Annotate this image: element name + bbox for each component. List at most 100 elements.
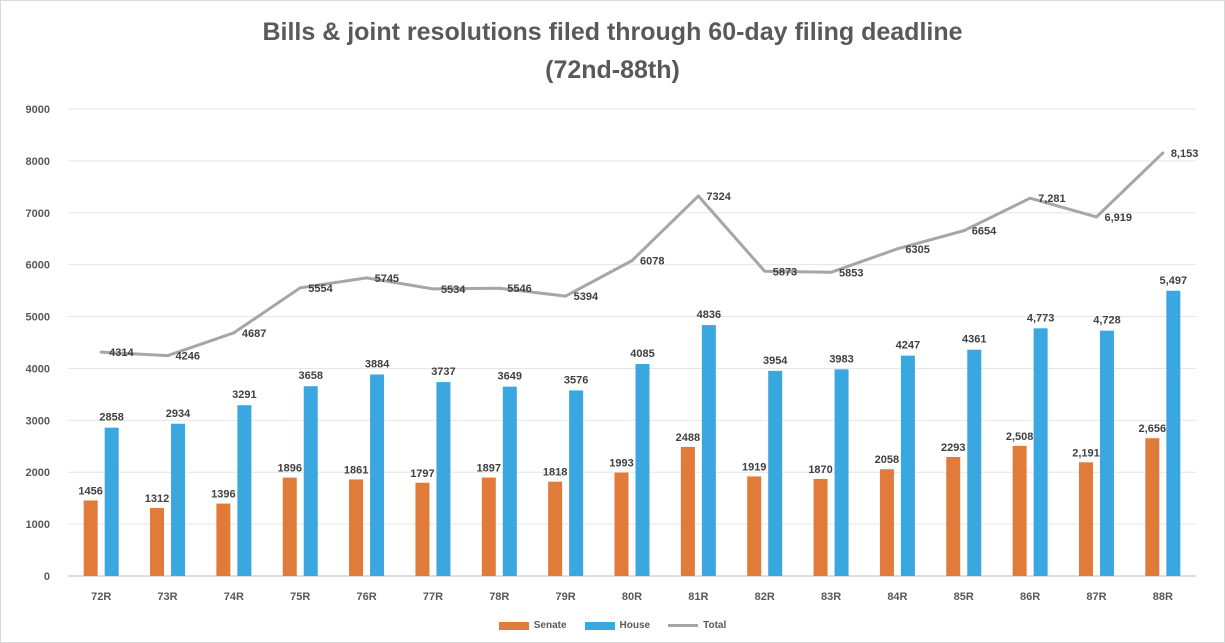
x-tick-label: 85R bbox=[954, 591, 974, 603]
senate-bar bbox=[1145, 438, 1160, 576]
total-point bbox=[365, 276, 369, 280]
x-tick-label: 88R bbox=[1153, 591, 1173, 603]
x-tick-label: 75R bbox=[290, 591, 310, 603]
y-tick-label: 6000 bbox=[26, 260, 50, 272]
chart-title: Bills & joint resolutions filed through … bbox=[262, 18, 963, 46]
house-data-label: 3983 bbox=[829, 353, 853, 365]
house-data-label: 4361 bbox=[962, 334, 986, 346]
total-point bbox=[630, 259, 634, 263]
senate-bar bbox=[813, 478, 828, 576]
total-point bbox=[564, 294, 568, 298]
house-bar bbox=[171, 423, 186, 576]
senate-data-label: 2,191 bbox=[1072, 447, 1100, 459]
senate-bar bbox=[1078, 462, 1093, 576]
house-data-label: 4836 bbox=[697, 309, 721, 321]
senate-data-label: 1919 bbox=[742, 461, 766, 473]
senate-data-label: 1896 bbox=[277, 463, 301, 475]
house-bar bbox=[370, 374, 385, 576]
senate-bar bbox=[946, 457, 961, 576]
total-point bbox=[431, 287, 435, 291]
total-data-label: 4246 bbox=[176, 351, 200, 363]
senate-bar bbox=[879, 469, 894, 576]
y-tick-label: 3000 bbox=[26, 415, 50, 427]
house-data-label: 3658 bbox=[298, 370, 322, 382]
legend-label-senate: Senate bbox=[533, 620, 567, 631]
total-series-line bbox=[101, 151, 1164, 358]
senate-bar bbox=[614, 472, 629, 576]
x-tick-label: 72R bbox=[91, 591, 111, 603]
x-tick-label: 80R bbox=[622, 591, 642, 603]
senate-data-label: 1396 bbox=[211, 489, 235, 501]
total-point bbox=[962, 229, 966, 233]
house-bar bbox=[303, 386, 318, 576]
x-tick-label: 83R bbox=[821, 591, 841, 603]
house-data-label: 2934 bbox=[166, 408, 191, 420]
senate-data-label: 1993 bbox=[609, 458, 633, 470]
y-tick-label: 8000 bbox=[26, 156, 50, 168]
legend-label-total: Total bbox=[703, 620, 727, 631]
house-data-label: 3576 bbox=[564, 374, 588, 386]
total-point bbox=[1094, 215, 1098, 219]
total-point bbox=[497, 286, 501, 290]
house-data-label: 3954 bbox=[763, 355, 788, 367]
senate-bar bbox=[415, 482, 430, 576]
senate-bar bbox=[349, 479, 364, 576]
house-bar bbox=[569, 390, 584, 576]
house-data-label: 3884 bbox=[365, 358, 390, 370]
senate-bar bbox=[83, 500, 98, 576]
total-point bbox=[232, 331, 236, 335]
legend-swatch-house bbox=[584, 621, 615, 630]
house-bar bbox=[1033, 328, 1048, 576]
total-data-label: 5534 bbox=[441, 284, 466, 296]
total-data-label: 6654 bbox=[972, 226, 997, 238]
legend-label-house: House bbox=[619, 620, 651, 631]
total-data-label: 8,153 bbox=[1171, 148, 1199, 160]
house-bar bbox=[900, 355, 915, 576]
senate-bar bbox=[747, 476, 762, 576]
legend-swatch-senate bbox=[498, 621, 529, 630]
house-data-label: 2858 bbox=[99, 412, 123, 424]
total-point bbox=[895, 247, 899, 251]
senate-data-label: 1312 bbox=[145, 493, 169, 505]
house-bar bbox=[436, 382, 451, 576]
senate-data-label: 1861 bbox=[344, 464, 368, 476]
y-tick-label: 1000 bbox=[26, 519, 50, 531]
house-data-label: 4247 bbox=[896, 340, 920, 352]
total-point bbox=[1028, 196, 1032, 200]
total-point bbox=[763, 269, 767, 273]
house-data-label: 3291 bbox=[232, 389, 256, 401]
house-bar bbox=[1099, 330, 1114, 576]
senate-data-label: 1797 bbox=[410, 468, 434, 480]
x-tick-label: 73R bbox=[157, 591, 177, 603]
house-data-label: 4,728 bbox=[1093, 315, 1121, 327]
senate-data-label: 2,508 bbox=[1006, 431, 1034, 443]
total-data-label: 4314 bbox=[109, 347, 134, 359]
house-bar bbox=[701, 325, 716, 576]
senate-bar bbox=[548, 481, 563, 576]
senate-data-label: 1897 bbox=[477, 463, 501, 475]
chart-subtitle: (72nd-88th) bbox=[545, 56, 680, 84]
total-data-label: 6078 bbox=[640, 256, 664, 268]
x-tick-label: 76R bbox=[356, 591, 376, 603]
house-bar bbox=[237, 405, 252, 576]
legend-item-total: Total bbox=[668, 620, 726, 631]
total-data-label: 5745 bbox=[375, 273, 399, 285]
total-data-label: 5554 bbox=[308, 283, 333, 295]
y-tick-label: 5000 bbox=[26, 312, 50, 324]
y-tick-label: 0 bbox=[44, 571, 50, 583]
house-data-label: 3649 bbox=[498, 371, 522, 383]
house-bar bbox=[104, 427, 119, 576]
x-tick-label: 74R bbox=[224, 591, 244, 603]
total-point bbox=[829, 270, 833, 274]
x-tick-label: 86R bbox=[1020, 591, 1040, 603]
total-point bbox=[99, 350, 103, 354]
x-tick-label: 84R bbox=[887, 591, 907, 603]
y-tick-label: 2000 bbox=[26, 467, 50, 479]
x-tick-label: 79R bbox=[556, 591, 576, 603]
legend-item-house: House bbox=[584, 620, 651, 631]
house-bar bbox=[1166, 290, 1181, 576]
house-data-label: 3737 bbox=[431, 366, 455, 378]
senate-data-label: 1818 bbox=[543, 467, 567, 479]
legend-swatch-total bbox=[668, 624, 699, 627]
